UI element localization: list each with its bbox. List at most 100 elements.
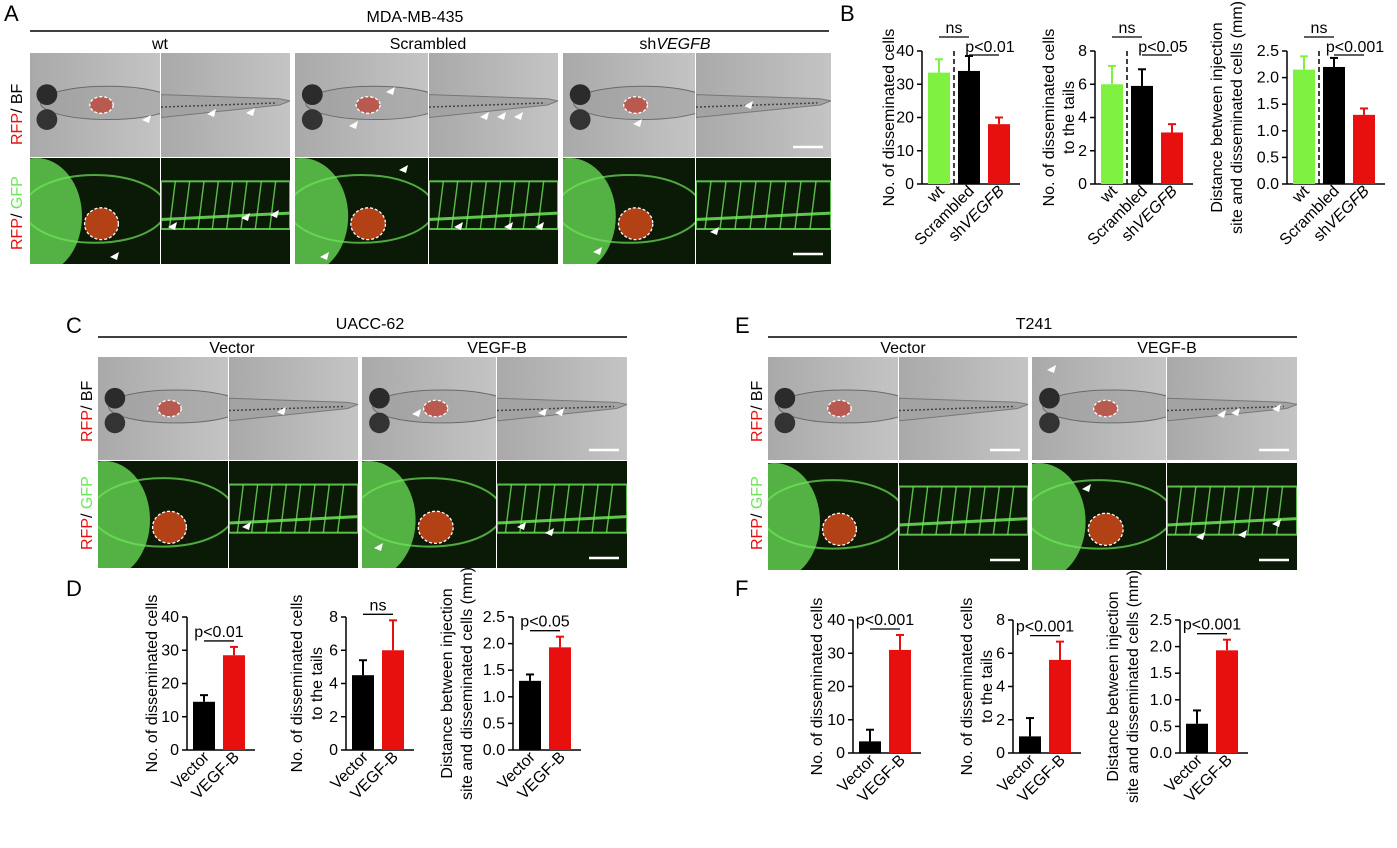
arrowhead-icon bbox=[555, 408, 564, 416]
y-axis-label: site and disseminated cells (mm) bbox=[1125, 570, 1142, 803]
bar bbox=[519, 680, 541, 750]
arrowhead-icon bbox=[1231, 408, 1240, 416]
y-tick-label: 1.5 bbox=[1150, 665, 1172, 682]
y-tick-label: 0 bbox=[836, 745, 845, 762]
micrograph-c-vec-bf-tail bbox=[229, 357, 358, 460]
significance-label: p<0.05 bbox=[1138, 39, 1187, 56]
panel-c-cell-line: UACC-62 bbox=[336, 316, 405, 333]
micrograph-c-vegfb-bf-tail bbox=[497, 357, 627, 460]
y-tick-label: 2.5 bbox=[483, 609, 505, 626]
micrograph-c-vegfb-fl-head bbox=[362, 461, 496, 568]
y-tick-label: 20 bbox=[161, 676, 179, 693]
y-tick-label: 0 bbox=[905, 176, 914, 193]
bar bbox=[1161, 132, 1183, 184]
micrograph-e-vec-fl-head bbox=[768, 463, 898, 570]
micrograph-e-vegfb-fl-head bbox=[1032, 463, 1166, 570]
micrograph-c-vegfb-bf-head bbox=[362, 357, 496, 460]
y-axis-label: Distance between injection bbox=[439, 588, 456, 778]
arrowhead-icon bbox=[633, 119, 642, 127]
arrowhead-icon bbox=[374, 543, 383, 551]
y-tick-label: 2.5 bbox=[1150, 612, 1172, 629]
y-tick-label: 40 bbox=[161, 609, 179, 626]
y-tick-label: 0.0 bbox=[483, 742, 505, 759]
y-tick-label: 4 bbox=[329, 676, 338, 693]
arrowhead-icon bbox=[454, 222, 463, 230]
micrograph-c-vec-fl-head bbox=[98, 461, 228, 568]
panel-c-gfp-channel-label: RFP/ GFP bbox=[79, 476, 96, 550]
bar bbox=[889, 649, 911, 753]
significance-label: p<0.01 bbox=[965, 39, 1014, 56]
bar bbox=[1293, 69, 1315, 184]
bar bbox=[1353, 114, 1375, 184]
micrograph-a-scr-fl-head bbox=[295, 158, 428, 264]
y-tick-label: 2.0 bbox=[483, 636, 505, 653]
y-axis-label: No. of disseminated cells bbox=[959, 598, 976, 776]
arrowhead-icon bbox=[1272, 404, 1281, 412]
significance-label: ns bbox=[1311, 20, 1328, 37]
y-axis-label: to the tails bbox=[309, 647, 326, 720]
micrograph-c-vec-fl-tail bbox=[229, 461, 358, 568]
y-tick-label: 1.5 bbox=[1257, 96, 1279, 113]
y-tick-label: 8 bbox=[329, 609, 338, 626]
panel-a-group-scrambled: Scrambled bbox=[390, 36, 466, 53]
y-tick-label: 20 bbox=[827, 679, 845, 696]
panel-e-group-vegfb: VEGF-B bbox=[1137, 340, 1197, 357]
micrograph-a-wt-bf-tail bbox=[161, 53, 290, 157]
y-tick-label: 0 bbox=[329, 742, 338, 759]
y-tick-label: 1.0 bbox=[483, 689, 505, 706]
significance-label: ns bbox=[1119, 20, 1136, 37]
micrograph-a-wt-bf-head bbox=[30, 53, 160, 157]
arrowhead-icon bbox=[349, 121, 358, 129]
y-axis-label: site and disseminated cells (mm) bbox=[459, 567, 476, 800]
panel-label-e: E bbox=[735, 313, 750, 338]
micrograph-e-vec-bf-head bbox=[768, 357, 898, 460]
y-axis-label: No. of disseminated cells bbox=[144, 595, 161, 773]
y-axis-label: to the tails bbox=[979, 650, 996, 723]
bar bbox=[928, 72, 950, 184]
bar-chart-b3: 0.0 0.5 1.0 1.5 2.0 2.5 Distance between injec… bbox=[1209, 1, 1385, 249]
arrowhead-icon bbox=[207, 109, 216, 117]
arrowhead-icon bbox=[480, 112, 489, 120]
arrowhead-icon bbox=[277, 407, 286, 415]
arrowhead-icon bbox=[412, 409, 421, 417]
panel-label-b: B bbox=[840, 1, 855, 26]
bar bbox=[1323, 66, 1345, 184]
micrograph-a-scr-fl-tail bbox=[429, 158, 558, 264]
arrowhead-icon bbox=[320, 252, 329, 260]
arrowhead-icon bbox=[142, 115, 151, 123]
micrograph-a-sh-fl-tail bbox=[696, 158, 831, 264]
y-tick-label: 30 bbox=[827, 645, 845, 662]
panel-label-c: C bbox=[66, 313, 82, 338]
arrowhead-icon bbox=[242, 522, 251, 530]
panel-a-bf-channel-label: RFP/ BF bbox=[9, 83, 26, 145]
y-tick-label: 0.5 bbox=[1150, 718, 1172, 735]
y-tick-label: 0.0 bbox=[1257, 176, 1279, 193]
significance-label: ns bbox=[370, 597, 387, 614]
panel-a-cell-line: MDA-MB-435 bbox=[367, 9, 464, 26]
significance-label: p<0.001 bbox=[1016, 619, 1074, 636]
y-axis-label: No. of disseminated cells bbox=[881, 29, 898, 207]
y-axis-label: No. of disseminated cells bbox=[809, 598, 826, 776]
significance-label: p<0.05 bbox=[520, 614, 569, 631]
arrowhead-icon bbox=[270, 210, 279, 218]
micrograph-layer bbox=[30, 53, 1297, 570]
arrowhead-icon bbox=[1272, 519, 1281, 527]
y-tick-label: 30 bbox=[896, 76, 914, 93]
y-tick-label: 4 bbox=[1078, 110, 1087, 127]
arrowhead-icon bbox=[593, 247, 602, 255]
bar bbox=[1101, 84, 1123, 184]
arrowhead-icon bbox=[386, 87, 395, 95]
arrowhead-icon bbox=[246, 108, 255, 116]
micrograph-a-scr-bf-tail bbox=[429, 53, 558, 157]
y-tick-label: 10 bbox=[896, 143, 914, 160]
panel-e-cell-line: T241 bbox=[1016, 316, 1053, 333]
panel-e-group-vector: Vector bbox=[880, 340, 926, 357]
arrowhead-icon bbox=[514, 112, 523, 120]
arrowhead-icon bbox=[517, 522, 526, 530]
micrograph-a-sh-bf-tail bbox=[696, 53, 831, 157]
bar bbox=[988, 124, 1010, 184]
arrowhead-icon bbox=[744, 101, 753, 109]
y-tick-label: 10 bbox=[827, 712, 845, 729]
